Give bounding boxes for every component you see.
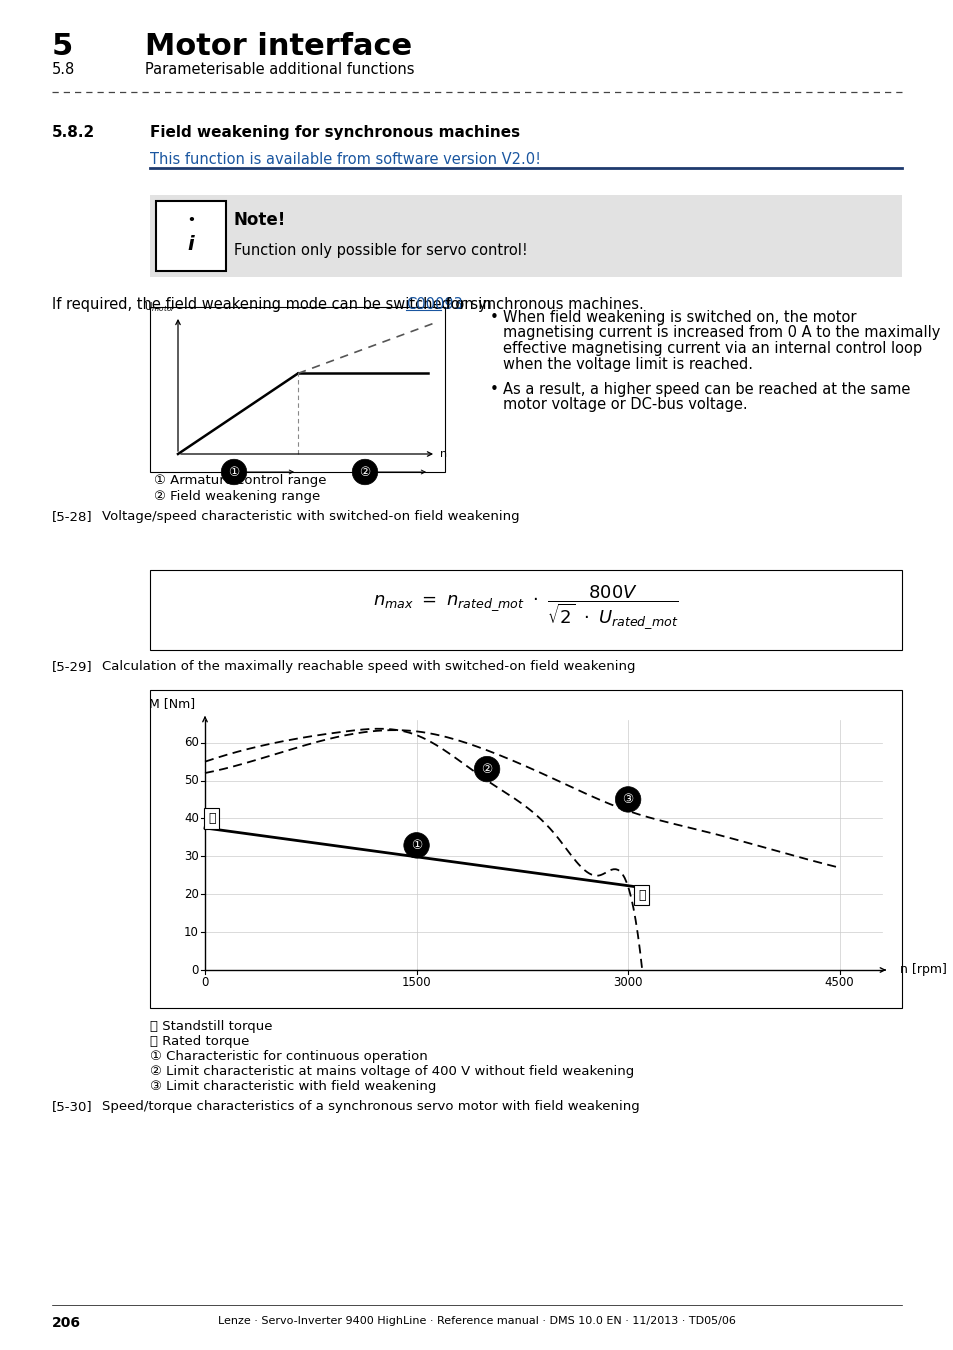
Text: U$_{motor}$: U$_{motor}$ — [144, 300, 175, 315]
Text: 0: 0 — [201, 976, 209, 990]
Text: Speed/torque characteristics of a synchronous servo motor with field weakening: Speed/torque characteristics of a synchr… — [102, 1100, 639, 1112]
Text: C00093: C00093 — [406, 297, 462, 312]
Bar — [150, 306, 444, 472]
Text: Ⓑ Rated torque: Ⓑ Rated torque — [150, 1035, 249, 1048]
Text: •: • — [490, 310, 498, 325]
Text: Motor interface: Motor interface — [145, 32, 412, 61]
Bar — [150, 570, 901, 649]
Text: If required, the field weakening mode can be switched on in: If required, the field weakening mode ca… — [52, 297, 496, 312]
Text: This function is available from software version V2.0!: This function is available from software… — [150, 153, 540, 167]
Text: ① Armature control range: ① Armature control range — [153, 474, 326, 487]
Text: when the voltage limit is reached.: when the voltage limit is reached. — [502, 356, 752, 371]
Text: 5: 5 — [52, 32, 73, 61]
Text: $n_{max}\ =\ n_{rated\_mot}\ \cdot\ \dfrac{800V}{\sqrt{2}\ \cdot\ U_{rated\_mot}: $n_{max}\ =\ n_{rated\_mot}\ \cdot\ \dfr… — [373, 585, 679, 632]
Text: ① Characteristic for continuous operation: ① Characteristic for continuous operatio… — [150, 1050, 427, 1062]
Text: 4500: 4500 — [824, 976, 854, 990]
Text: Calculation of the maximally reachable speed with switched-on field weakening: Calculation of the maximally reachable s… — [102, 660, 635, 674]
Text: n [rpm]: n [rpm] — [899, 964, 946, 976]
Text: When field weakening is switched on, the motor: When field weakening is switched on, the… — [502, 310, 856, 325]
Text: 30: 30 — [184, 850, 199, 863]
Text: effective magnetising current via an internal control loop: effective magnetising current via an int… — [502, 342, 922, 356]
Text: 10: 10 — [184, 926, 199, 938]
Text: ② Limit characteristic at mains voltage of 400 V without field weakening: ② Limit characteristic at mains voltage … — [150, 1065, 634, 1079]
Text: 60: 60 — [184, 736, 199, 749]
Text: Function only possible for servo control!: Function only possible for servo control… — [233, 243, 527, 258]
Text: Ⓐ: Ⓐ — [208, 811, 215, 825]
Text: 1500: 1500 — [401, 976, 431, 990]
Text: M [Nm]: M [Nm] — [149, 697, 194, 710]
Text: motor voltage or DC-bus voltage.: motor voltage or DC-bus voltage. — [502, 397, 747, 413]
Text: ③: ③ — [622, 792, 633, 806]
Text: •: • — [490, 382, 498, 397]
Text: Note!: Note! — [233, 211, 286, 230]
Text: ①: ① — [411, 838, 422, 852]
Text: ③ Limit characteristic with field weakening: ③ Limit characteristic with field weaken… — [150, 1080, 436, 1094]
Text: 206: 206 — [52, 1316, 81, 1330]
Text: [5-29]: [5-29] — [52, 660, 92, 674]
Text: Parameterisable additional functions: Parameterisable additional functions — [145, 62, 414, 77]
Text: i: i — [188, 235, 194, 254]
Text: magnetising current is increased from 0 A to the maximally: magnetising current is increased from 0 … — [502, 325, 940, 340]
Text: 50: 50 — [184, 774, 199, 787]
Text: 5.8: 5.8 — [52, 62, 75, 77]
Text: 20: 20 — [184, 888, 199, 900]
Text: n: n — [439, 450, 447, 459]
Text: [5-28]: [5-28] — [52, 510, 92, 522]
Text: Voltage/speed characteristic with switched-on field weakening: Voltage/speed characteristic with switch… — [102, 510, 519, 522]
Text: Ⓑ: Ⓑ — [638, 888, 645, 902]
Text: 5.8.2: 5.8.2 — [52, 126, 95, 140]
Text: ①: ① — [228, 466, 239, 478]
Text: •: • — [187, 215, 194, 227]
Text: As a result, a higher speed can be reached at the same: As a result, a higher speed can be reach… — [502, 382, 909, 397]
Text: for synchronous machines.: for synchronous machines. — [441, 297, 643, 312]
Bar — [150, 194, 901, 277]
Bar — [156, 201, 226, 271]
Text: [5-30]: [5-30] — [52, 1100, 92, 1112]
Text: ②: ② — [359, 466, 370, 478]
Text: Lenze · Servo-Inverter 9400 HighLine · Reference manual · DMS 10.0 EN · 11/2013 : Lenze · Servo-Inverter 9400 HighLine · R… — [218, 1316, 735, 1326]
Text: 3000: 3000 — [613, 976, 642, 990]
Text: 40: 40 — [184, 811, 199, 825]
Text: Ⓐ Standstill torque: Ⓐ Standstill torque — [150, 1021, 273, 1033]
Text: 0: 0 — [192, 964, 199, 976]
Text: Field weakening for synchronous machines: Field weakening for synchronous machines — [150, 126, 519, 140]
Text: ②: ② — [481, 763, 492, 776]
Text: ② Field weakening range: ② Field weakening range — [153, 490, 320, 504]
Bar — [150, 690, 901, 1008]
